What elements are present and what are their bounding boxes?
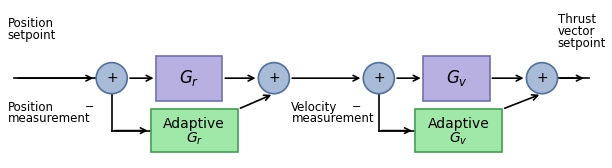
FancyBboxPatch shape bbox=[415, 109, 502, 152]
Text: Thrust: Thrust bbox=[558, 13, 595, 26]
Text: measurement: measurement bbox=[291, 112, 374, 125]
Text: $G_r$: $G_r$ bbox=[185, 130, 203, 147]
Text: Position: Position bbox=[8, 17, 54, 30]
Text: $G_r$: $G_r$ bbox=[179, 68, 200, 88]
FancyBboxPatch shape bbox=[157, 56, 222, 100]
Text: $+$: $+$ bbox=[106, 71, 118, 85]
Text: $+$: $+$ bbox=[268, 71, 280, 85]
Text: $-$: $-$ bbox=[84, 100, 94, 110]
Text: $+$: $+$ bbox=[373, 71, 385, 85]
Text: Adaptive: Adaptive bbox=[428, 117, 490, 131]
Text: Velocity: Velocity bbox=[291, 101, 338, 114]
Text: vector: vector bbox=[558, 25, 595, 38]
Ellipse shape bbox=[364, 63, 394, 94]
Ellipse shape bbox=[526, 63, 558, 94]
Text: setpoint: setpoint bbox=[558, 37, 606, 50]
FancyBboxPatch shape bbox=[151, 109, 238, 152]
Text: $G_v$: $G_v$ bbox=[449, 130, 468, 147]
Text: Adaptive: Adaptive bbox=[163, 117, 225, 131]
Ellipse shape bbox=[96, 63, 127, 94]
FancyBboxPatch shape bbox=[424, 56, 490, 100]
Text: Position: Position bbox=[8, 101, 54, 114]
Text: $G_v$: $G_v$ bbox=[446, 68, 468, 88]
Text: setpoint: setpoint bbox=[8, 29, 56, 42]
Text: $-$: $-$ bbox=[351, 100, 361, 110]
Text: measurement: measurement bbox=[8, 112, 91, 125]
Ellipse shape bbox=[258, 63, 289, 94]
Text: $+$: $+$ bbox=[536, 71, 548, 85]
